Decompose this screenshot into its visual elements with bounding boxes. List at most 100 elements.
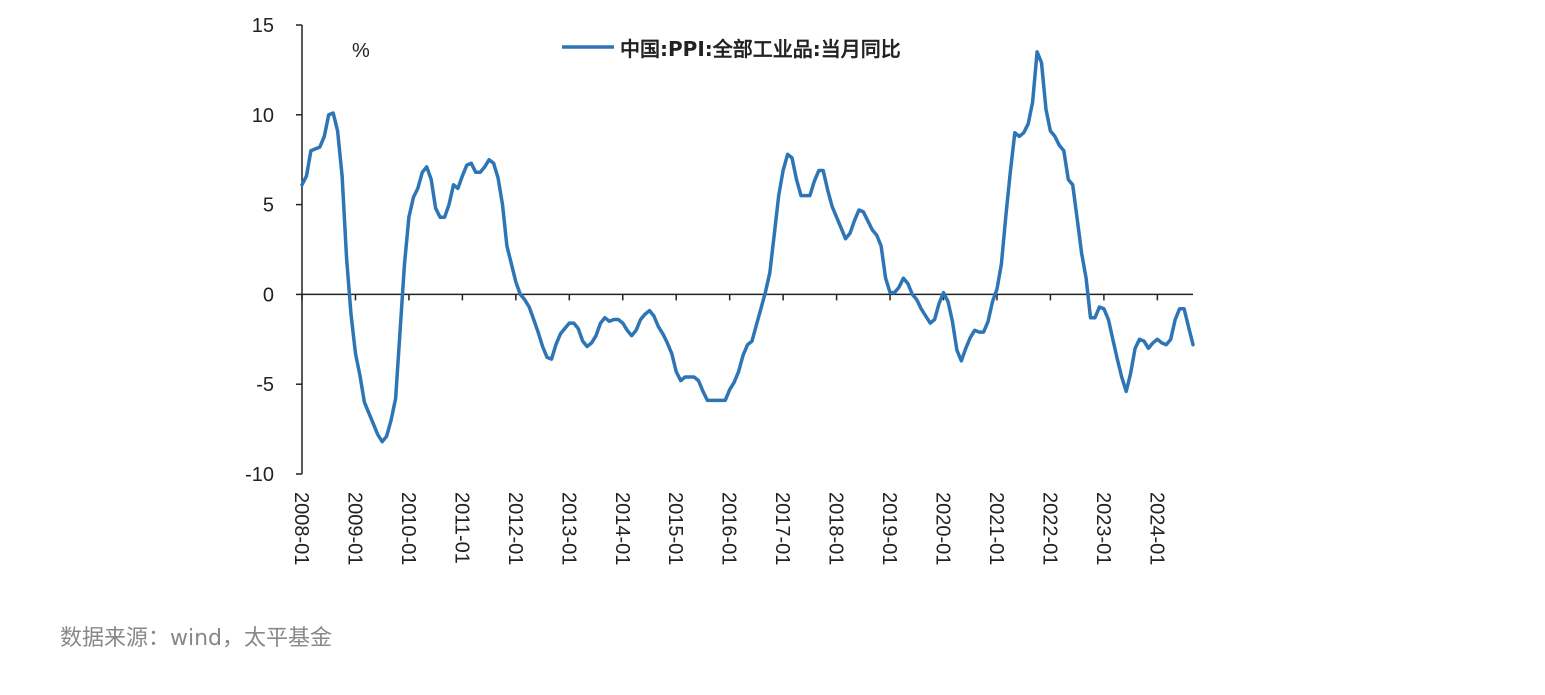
data-point [996,288,999,291]
data-point [862,210,865,213]
data-point [902,277,905,280]
data-point [1107,318,1110,321]
data-point [1058,144,1061,147]
data-point [1031,101,1034,104]
data-point [532,318,535,321]
data-point [488,158,491,161]
data-point [541,345,544,348]
data-point [880,244,883,247]
data-point [661,332,664,335]
y-tick-label: 10 [252,105,274,127]
data-point [314,147,317,150]
x-tick-label: 2013-01 [557,492,579,565]
legend: 中国:PPI:全部工业品:当月同比 [562,37,901,61]
data-point [670,352,673,355]
data-point [1040,61,1043,64]
x-tick-label: 2023-01 [1092,492,1114,565]
data-point [960,359,963,362]
y-tick-label: 15 [252,15,274,37]
data-point [906,282,909,285]
data-point [1013,131,1016,134]
data-point [666,341,669,344]
data-point [853,219,856,222]
data-point [403,262,406,265]
data-point [372,422,375,425]
data-point [452,183,455,186]
data-point [1138,338,1141,341]
data-point [982,331,985,334]
data-point [1156,338,1159,341]
data-point [367,411,370,414]
data-point [301,183,304,186]
data-point [1098,306,1101,309]
x-tick-label: 2020-01 [932,492,954,565]
data-point [768,271,771,274]
data-point [933,318,936,321]
data-point [514,280,517,283]
data-point [430,178,433,181]
data-point [777,194,780,197]
x-tick-label: 2008-01 [290,492,312,565]
data-point [381,440,384,443]
data-point [884,277,887,280]
data-point [1160,341,1163,344]
data-point [358,374,361,377]
data-point [1089,316,1092,319]
data-point [501,203,504,206]
data-point [1192,343,1195,346]
data-point [929,322,932,325]
data-point [1120,376,1123,379]
data-point [898,286,901,289]
data-point [510,262,513,265]
data-point [1143,340,1146,343]
x-tick-label: 2009-01 [343,492,365,565]
data-point [964,347,967,350]
data-point [849,232,852,235]
data-point [595,334,598,337]
data-point [688,376,691,379]
data-point [1018,135,1021,138]
data-point [991,300,994,303]
data-point [724,399,727,402]
data-point [350,313,353,316]
data-point [621,322,624,325]
data-point [706,399,709,402]
data-point [528,306,531,309]
data-point [479,171,482,174]
data-point [1116,358,1119,361]
data-point [697,379,700,382]
data-point [318,146,321,149]
data-point [773,234,776,237]
data-point [456,187,459,190]
data-point [733,381,736,384]
data-point [376,433,379,436]
data-point [840,226,843,229]
x-tick-label: 2015-01 [664,492,686,565]
data-point [826,189,829,192]
data-point [617,318,620,321]
data-point [652,315,655,318]
y-tick-label: -5 [256,374,274,396]
data-point [412,196,415,199]
data-point [911,293,914,296]
data-point [702,390,705,393]
data-point [1151,341,1154,344]
data-point [572,322,575,325]
x-tick-label: 2019-01 [878,492,900,565]
data-point [951,320,954,323]
data-point [1027,122,1030,125]
data-point [835,216,838,219]
data-point [581,340,584,343]
data-point [719,399,722,402]
data-point [755,323,758,326]
source-note: 数据来源：wind，太平基金 [60,626,333,651]
data-point [679,379,682,382]
data-point [955,349,958,352]
data-point [800,194,803,197]
data-point [715,399,718,402]
x-tick-label: 2014-01 [611,492,633,565]
data-point [1187,325,1190,328]
data-point [1178,307,1181,310]
data-point [1129,372,1132,375]
data-point [710,399,713,402]
